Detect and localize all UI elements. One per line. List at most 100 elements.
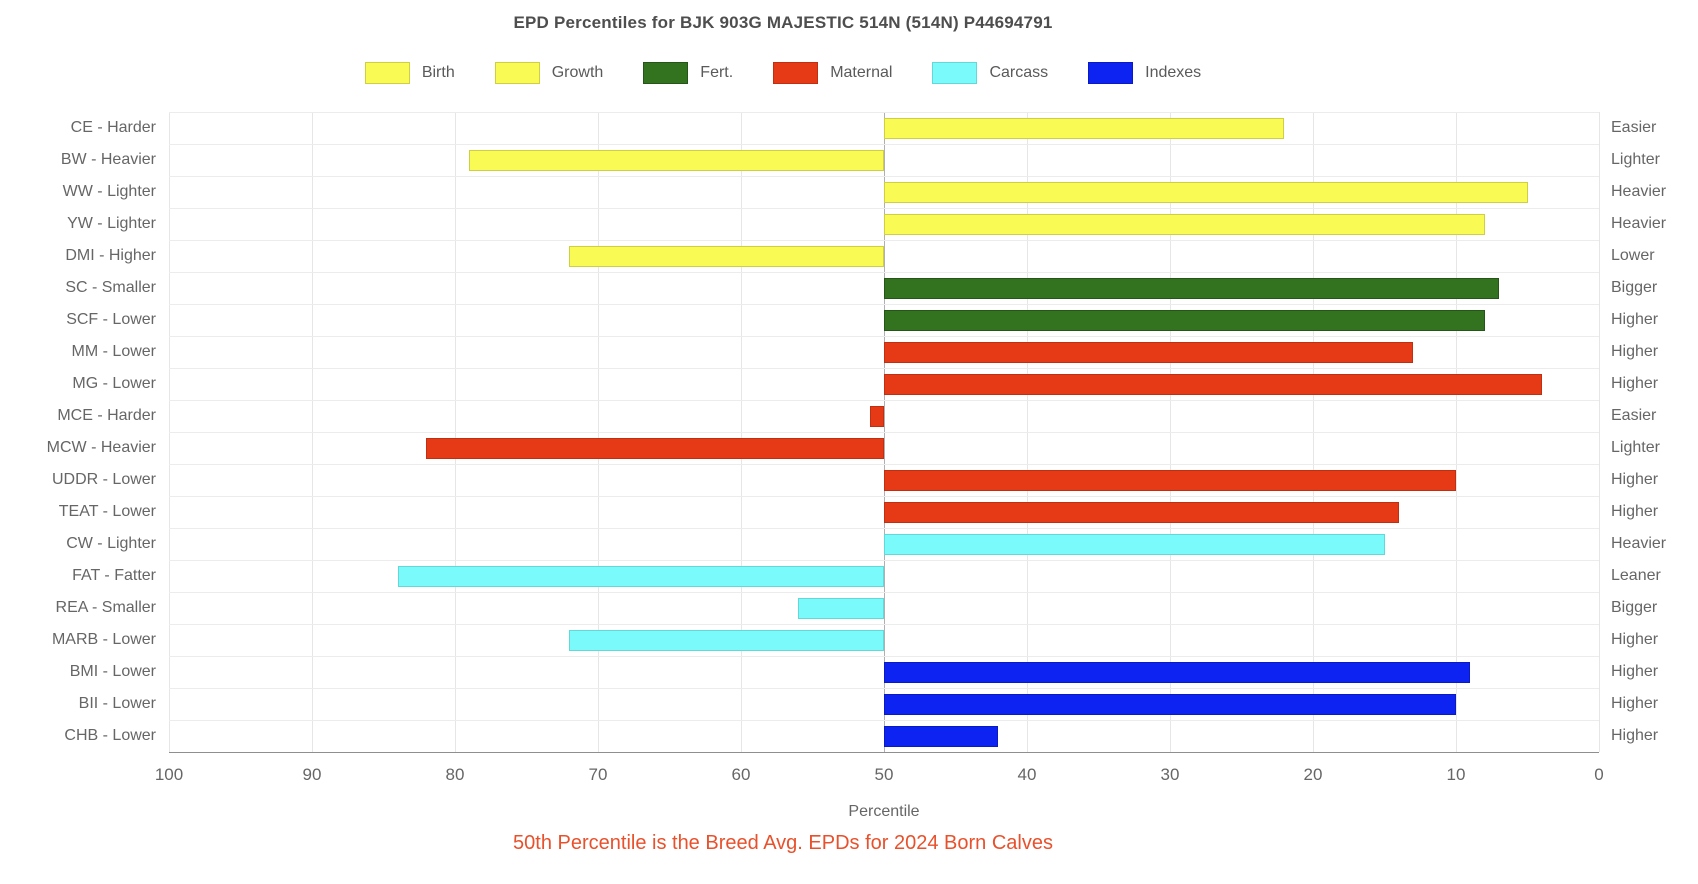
row-end-label-ce: Easier <box>1611 119 1657 136</box>
bar-fat[interactable] <box>397 565 884 587</box>
chart-legend: Birth Growth Fert. Maternal Carcass Indexes <box>0 62 1566 84</box>
bar-bmi[interactable] <box>884 661 1471 683</box>
row-label-fat: FAT - Fatter <box>72 567 156 584</box>
row-separator <box>169 304 1599 305</box>
bar-chb[interactable] <box>884 725 999 747</box>
row-end-label-yw: Heavier <box>1611 215 1667 232</box>
row-label-teat: TEAT - Lower <box>58 503 156 520</box>
row-end-label-mcw: Lighter <box>1611 439 1660 456</box>
row-separator <box>169 464 1599 465</box>
legend-label: Fert. <box>700 64 734 81</box>
row-label-mg: MG - Lower <box>72 375 156 392</box>
row-label-scf: SCF - Lower <box>66 311 156 328</box>
chart-title: EPD Percentiles for BJK 903G MAJESTIC 51… <box>513 13 1053 32</box>
bar-ww[interactable] <box>884 181 1528 203</box>
legend-swatch-indexes <box>1088 62 1134 84</box>
row-end-label-bii: Higher <box>1611 695 1659 712</box>
row-label-ce: CE - Harder <box>70 119 156 136</box>
x-tick-label-30: 30 <box>1160 765 1180 784</box>
bar-mcw[interactable] <box>426 437 884 459</box>
row-label-mcw: MCW - Heavier <box>46 439 156 456</box>
bar-uddr[interactable] <box>884 469 1456 491</box>
row-separator <box>169 176 1599 177</box>
row-separator <box>169 272 1599 273</box>
x-tick-label-70: 70 <box>588 765 608 784</box>
row-separator <box>169 112 1599 113</box>
bar-bw[interactable] <box>469 149 884 171</box>
row-label-chb: CHB - Lower <box>64 727 156 744</box>
row-separator <box>169 144 1599 145</box>
footnote: 50th Percentile is the Breed Avg. EPDs f… <box>513 832 1053 854</box>
x-tick-label-40: 40 <box>1017 765 1037 784</box>
legend-item-maternal: Maternal <box>773 62 892 84</box>
legend-swatch-carcass <box>932 62 978 84</box>
row-end-label-uddr: Higher <box>1611 471 1659 488</box>
bar-sc[interactable] <box>884 277 1499 299</box>
x-tick-label-20: 20 <box>1303 765 1323 784</box>
row-label-mce: MCE - Harder <box>57 407 156 424</box>
row-end-label-bw: Lighter <box>1611 151 1660 168</box>
row-label-mm: MM - Lower <box>71 343 156 360</box>
legend-label: Birth <box>421 64 455 81</box>
row-end-label-rea: Bigger <box>1611 599 1658 616</box>
legend-label: Growth <box>551 64 604 81</box>
x-tick-label-90: 90 <box>302 765 322 784</box>
row-separator <box>169 656 1599 657</box>
row-end-label-cw: Heavier <box>1611 535 1667 552</box>
legend-swatch-maternal <box>773 62 819 84</box>
row-end-label-chb: Higher <box>1611 727 1659 744</box>
row-end-label-sc: Bigger <box>1611 279 1658 296</box>
legend-swatch-birth <box>364 62 410 84</box>
row-end-label-bmi: Higher <box>1611 663 1659 680</box>
bar-yw[interactable] <box>884 213 1485 235</box>
bar-bii[interactable] <box>884 693 1456 715</box>
row-separator <box>169 624 1599 625</box>
row-separator <box>169 336 1599 337</box>
legend-item-carcass: Carcass <box>932 62 1048 84</box>
row-separator <box>169 208 1599 209</box>
row-label-uddr: UDDR - Lower <box>51 471 156 488</box>
row-label-marb: MARB - Lower <box>51 631 156 648</box>
row-end-label-fat: Leaner <box>1611 567 1661 584</box>
x-axis-line <box>169 752 1599 753</box>
row-separator <box>169 720 1599 721</box>
x-tick-label-60: 60 <box>731 765 751 784</box>
row-separator <box>169 688 1599 689</box>
legend-item-indexes: Indexes <box>1088 62 1201 84</box>
row-label-cw: CW - Lighter <box>66 535 156 552</box>
legend-swatch-fert <box>643 62 689 84</box>
legend-item-fert: Fert. <box>643 62 733 84</box>
row-end-label-mm: Higher <box>1611 343 1659 360</box>
bar-mm[interactable] <box>884 341 1414 363</box>
legend-swatch-growth <box>494 62 540 84</box>
row-separator <box>169 240 1599 241</box>
row-label-bii: BII - Lower <box>78 695 156 712</box>
row-end-label-dmi: Lower <box>1611 247 1655 264</box>
row-label-sc: SC - Smaller <box>65 279 156 296</box>
bar-cw[interactable] <box>884 533 1385 555</box>
bar-mce[interactable] <box>869 405 884 427</box>
row-separator <box>169 368 1599 369</box>
row-label-dmi: DMI - Higher <box>65 247 156 264</box>
row-end-label-marb: Higher <box>1611 631 1659 648</box>
bar-rea[interactable] <box>798 597 884 619</box>
bar-mg[interactable] <box>884 373 1542 395</box>
bar-marb[interactable] <box>569 629 884 651</box>
row-separator <box>169 432 1599 433</box>
bar-dmi[interactable] <box>569 245 884 267</box>
bar-teat[interactable] <box>884 501 1399 523</box>
legend-item-growth: Growth <box>494 62 604 84</box>
x-axis-title: Percentile <box>848 803 920 820</box>
row-end-label-mce: Easier <box>1611 407 1657 424</box>
bar-ce[interactable] <box>884 117 1285 139</box>
bar-scf[interactable] <box>884 309 1485 331</box>
x-tick-label-10: 10 <box>1446 765 1466 784</box>
row-end-label-scf: Higher <box>1611 311 1659 328</box>
row-separator <box>169 528 1599 529</box>
row-end-label-teat: Higher <box>1611 503 1659 520</box>
x-tick-label-50: 50 <box>874 765 894 784</box>
row-label-rea: REA - Smaller <box>55 599 156 616</box>
x-tick-label-100: 100 <box>154 765 184 784</box>
legend-label: Carcass <box>989 64 1049 81</box>
